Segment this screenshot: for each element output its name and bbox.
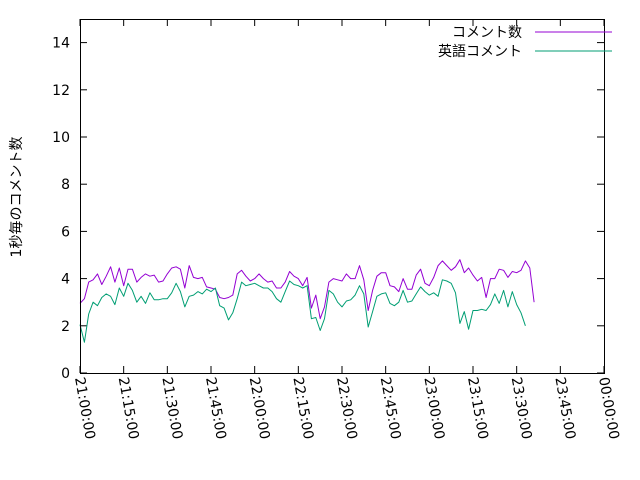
legend-label: 英語コメント — [438, 43, 522, 60]
x-tick-label: 23:00:00 — [420, 376, 447, 441]
x-tick-label: 23:45:00 — [551, 376, 578, 441]
x-tick-label: 21:00:00 — [71, 376, 98, 441]
series-line-1 — [79, 259, 535, 320]
x-tick-label: 21:45:00 — [202, 376, 229, 441]
plot-frame — [80, 19, 605, 374]
y-axis-ticks: 0 2 4 6 8 10 12 14 — [52, 36, 604, 382]
y-tick-label: 14 — [52, 36, 70, 52]
y-tick-label: 8 — [61, 177, 70, 193]
y-tick-label: 10 — [52, 130, 70, 146]
x-tick-label: 22:30:00 — [333, 376, 360, 441]
x-tick-label: 22:45:00 — [377, 376, 404, 441]
x-tick-label: 22:15:00 — [289, 376, 316, 441]
x-axis-ticks: 21:00:00 21:15:00 21:30:00 21:45:00 22:00:00… — [71, 19, 622, 441]
y-axis-label: 1秒毎のコメント数 — [9, 137, 25, 258]
y-tick-label: 0 — [61, 366, 70, 382]
x-tick-label: 00:00:00 — [595, 376, 622, 441]
x-tick-label: 21:30:00 — [158, 376, 185, 441]
y-tick-label: 2 — [61, 319, 70, 335]
series-line-2 — [79, 279, 526, 343]
x-tick-label: 23:15:00 — [464, 376, 491, 441]
legend-label: コメント数 — [452, 25, 522, 41]
x-tick-label: 22:00:00 — [246, 376, 273, 441]
y-tick-label: 6 — [61, 224, 70, 240]
x-tick-label: 21:15:00 — [115, 376, 142, 441]
y-tick-label: 4 — [61, 272, 70, 288]
y-tick-label: 12 — [52, 83, 70, 99]
series-layer — [79, 259, 535, 343]
x-tick-label: 23:30:00 — [508, 376, 535, 441]
